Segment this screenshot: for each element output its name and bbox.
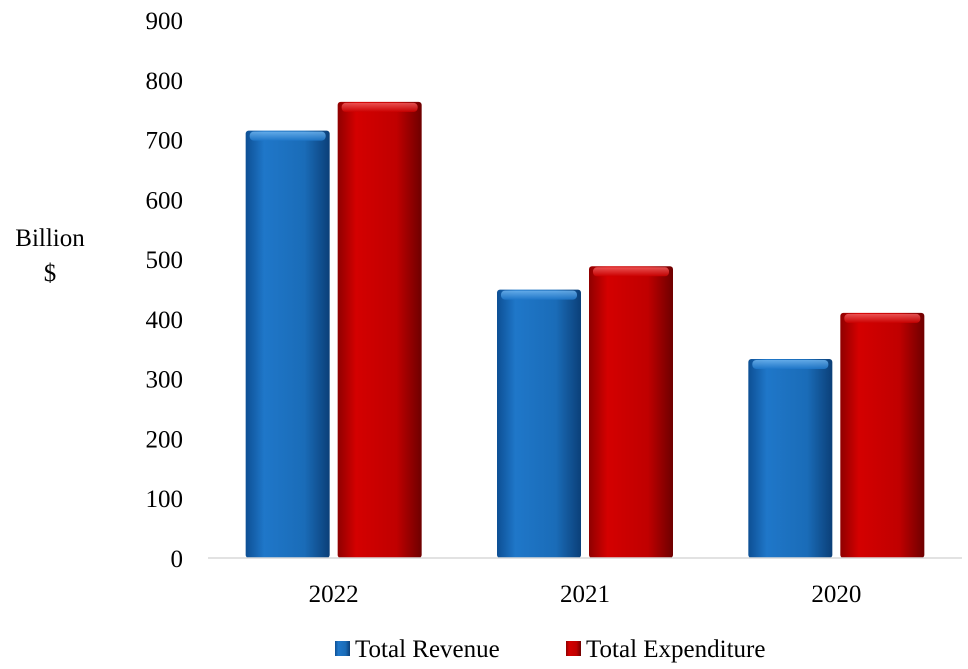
y-tick-label: 900 bbox=[146, 8, 184, 35]
bar-total-revenue-2022 bbox=[245, 130, 330, 559]
y-tick-label: 100 bbox=[146, 486, 184, 513]
bars bbox=[245, 101, 925, 559]
legend: Total Revenue Total Expenditure bbox=[335, 636, 765, 663]
bar-body bbox=[748, 358, 833, 558]
bar-total-expenditure-2021 bbox=[589, 266, 673, 558]
x-category-label: 2022 bbox=[309, 581, 359, 608]
bar-highlight bbox=[341, 102, 418, 112]
bar-body bbox=[589, 266, 673, 558]
legend-item-total-expenditure: Total Expenditure bbox=[566, 636, 765, 663]
bar-total-revenue-2021 bbox=[497, 289, 581, 558]
legend-item-total-revenue: Total Revenue bbox=[335, 636, 500, 663]
bar-highlight bbox=[249, 131, 326, 141]
y-axis-label: Billion $ bbox=[15, 225, 85, 287]
bar-total-revenue-2020 bbox=[748, 358, 833, 558]
x-category-label: 2020 bbox=[811, 581, 861, 608]
bar-highlight bbox=[752, 359, 829, 369]
y-tick-label: 400 bbox=[146, 307, 184, 334]
bar-body bbox=[840, 312, 925, 558]
bar-highlight bbox=[501, 290, 577, 300]
bar-total-expenditure-2022 bbox=[337, 101, 422, 558]
y-axis-ticks: 0 100 200 300 400 500 600 700 800 900 bbox=[146, 8, 184, 573]
bar-highlight bbox=[844, 313, 921, 323]
y-tick-label: 0 bbox=[171, 546, 184, 573]
x-axis-categories: 2022 2021 2020 bbox=[309, 581, 862, 608]
bar-highlight bbox=[593, 267, 669, 277]
bar-body bbox=[497, 289, 581, 558]
legend-swatch bbox=[335, 641, 350, 656]
y-axis-label-line-1: Billion bbox=[15, 225, 85, 252]
bar-body bbox=[337, 101, 422, 558]
legend-label: Total Revenue bbox=[355, 636, 500, 663]
y-tick-label: 600 bbox=[146, 187, 184, 214]
bar-body bbox=[245, 130, 330, 559]
y-tick-label: 700 bbox=[146, 128, 184, 155]
legend-swatch bbox=[566, 641, 581, 656]
y-tick-label: 500 bbox=[146, 247, 184, 274]
y-axis-label-line-2: $ bbox=[44, 260, 57, 287]
y-tick-label: 300 bbox=[146, 367, 184, 394]
legend-label: Total Expenditure bbox=[586, 636, 765, 663]
x-category-label: 2021 bbox=[560, 581, 610, 608]
y-tick-label: 200 bbox=[146, 426, 184, 453]
y-tick-label: 800 bbox=[146, 68, 184, 95]
bar-total-expenditure-2020 bbox=[840, 312, 925, 558]
